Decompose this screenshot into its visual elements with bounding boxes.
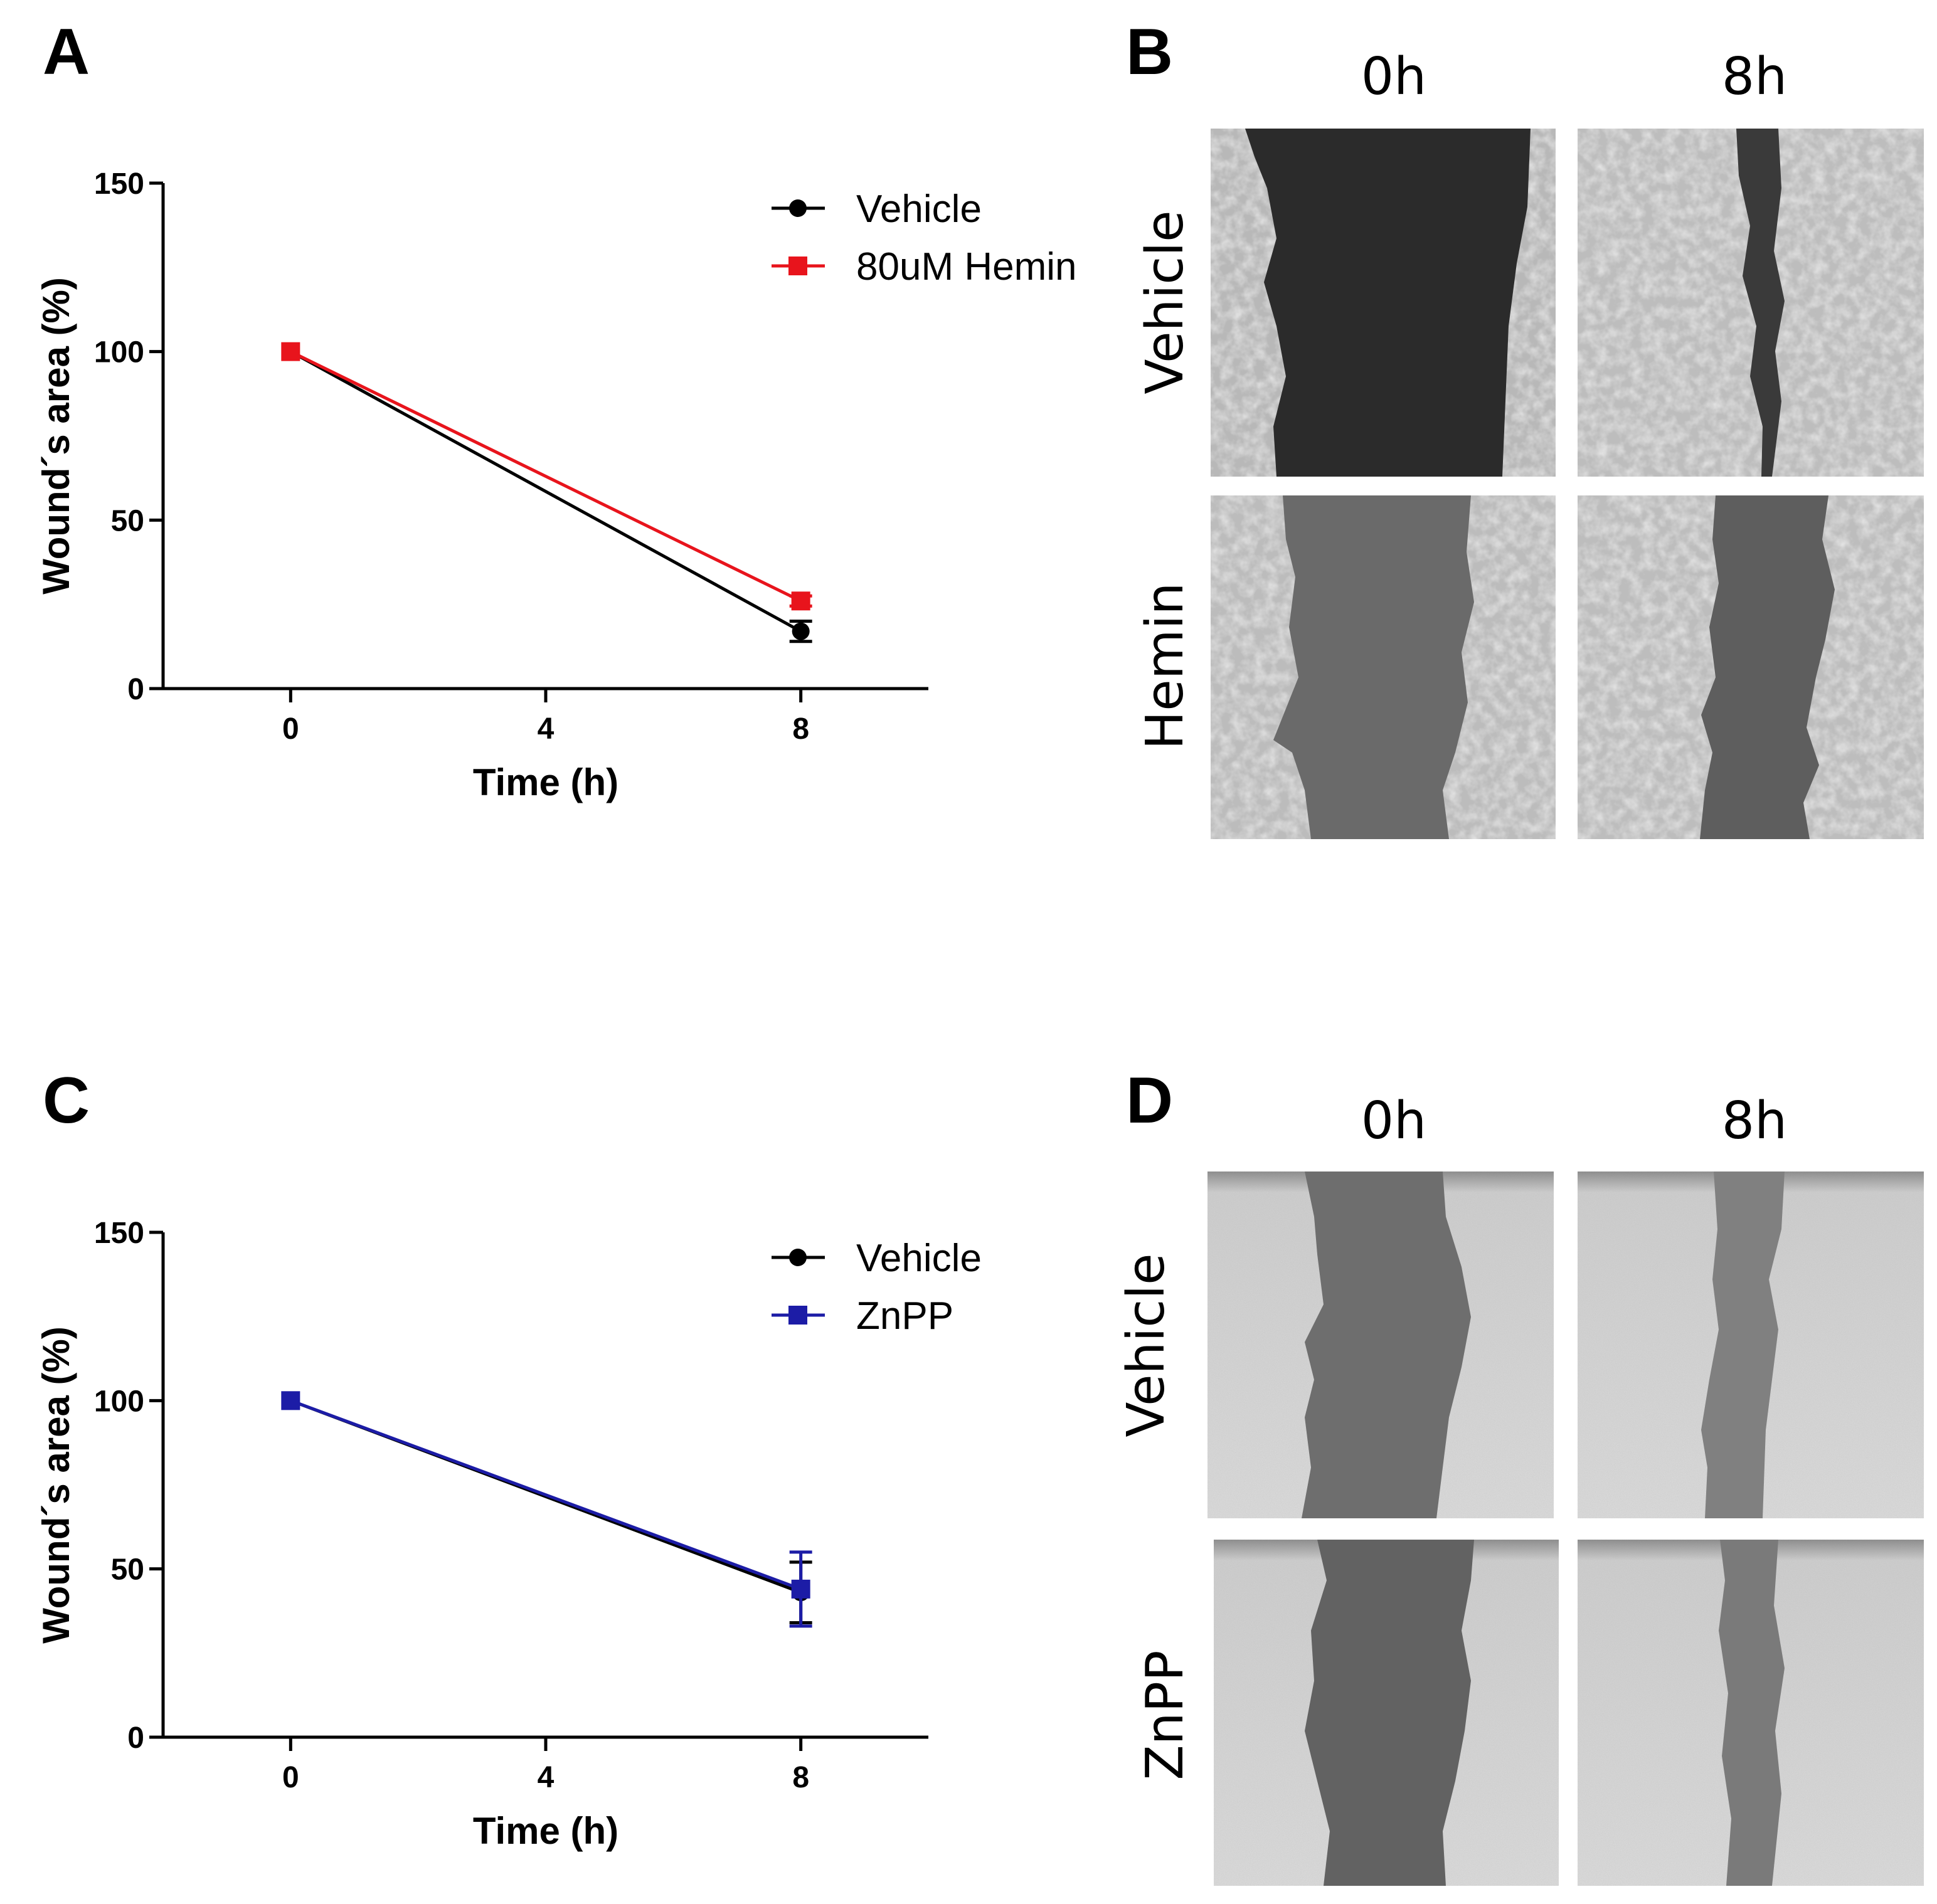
chart-c-x-axis-label: Time (h) <box>473 1810 618 1852</box>
panel-d-col-label-8h: 8h <box>1722 1091 1787 1151</box>
panel-d-image-vehicle-8h <box>1578 1171 1924 1518</box>
chart-c-x-tick-label: 8 <box>792 1761 809 1794</box>
panel-b-image-hemin-0h <box>1211 495 1556 839</box>
chart-a-y-tick-label: 50 <box>111 504 144 537</box>
chart-a-series-80um-hemin-legend-label: 80uM Hemin <box>856 245 1076 288</box>
panel-b-col-label-8h: 8h <box>1722 47 1787 107</box>
chart-c-series-znpp-point <box>281 1391 300 1410</box>
panel-d-image-vehicle-0h <box>1207 1171 1554 1518</box>
panel-b-col-label-0h: 0h <box>1361 47 1426 107</box>
chart-c-y-tick-label: 100 <box>94 1385 144 1418</box>
chart-a-series-vehicle-point <box>792 622 810 640</box>
panel-label-c: C <box>43 1064 90 1137</box>
chart-c-y-tick-label: 150 <box>94 1217 144 1250</box>
chart-a-series-80um-hemin-point <box>791 591 810 611</box>
chart-a-y-tick-label: 150 <box>94 167 144 201</box>
chart-a-y-tick-label: 100 <box>94 336 144 369</box>
panel-d-image-znpp-8h <box>1578 1540 1924 1886</box>
chart-c-series-znpp-legend-label: ZnPP <box>856 1294 953 1338</box>
chart-c-x-tick-label: 4 <box>538 1761 555 1794</box>
panel-d-image-znpp-0h <box>1214 1540 1559 1886</box>
chart-c: 0 50 100 150 0 4 8 Time (h) Wound´s area (%) Vehi… <box>35 1217 982 1852</box>
chart-a-series-80um-hemin-point <box>281 342 300 361</box>
chart-a-series-vehicle-legend-marker <box>789 199 807 217</box>
chart-a: 0 50 100 150 0 4 8 Time (h) Wound´s area (%) Vehi… <box>35 167 1076 803</box>
chart-a-series-vehicle-legend-label: Vehicle <box>856 188 982 231</box>
chart-a-y-axis-label: Wound´s area (%) <box>35 277 77 595</box>
chart-c-y-tick-label: 50 <box>111 1553 144 1587</box>
panel-label-d: D <box>1126 1064 1173 1137</box>
chart-a-series-80um-hemin-legend-marker <box>788 257 807 275</box>
chart-c-y-axis-label: Wound´s area (%) <box>35 1326 77 1644</box>
panel-label-a: A <box>43 16 90 88</box>
panel-b-row-label-vehicle: Vehicle <box>1135 210 1195 394</box>
chart-a-x-axis-label: Time (h) <box>473 761 618 803</box>
chart-c-series-vehicle-legend-marker <box>789 1249 807 1266</box>
chart-c-series-znpp-legend-marker <box>788 1306 807 1325</box>
chart-a-x-tick-label: 8 <box>792 712 809 746</box>
panel-b-image-vehicle-0h <box>1211 129 1556 477</box>
panel-b-image-hemin-8h <box>1578 495 1924 839</box>
chart-a-series-80um-hemin-line <box>290 350 802 603</box>
chart-a-series-vehicle-line <box>290 350 802 633</box>
panel-d-row-label-vehicle: Vehicle <box>1117 1253 1176 1437</box>
chart-a-y-tick-label: 0 <box>127 673 144 706</box>
panel-b-row-label-hemin: Hemin <box>1135 583 1195 750</box>
chart-c-y-tick-label: 0 <box>127 1722 144 1755</box>
panel-label-b: B <box>1126 16 1173 88</box>
chart-c-series-znpp-point <box>791 1579 810 1599</box>
chart-a-x-tick-label: 4 <box>538 712 555 746</box>
chart-c-series-znpp-line <box>290 1399 802 1591</box>
panel-d-row-label-znpp: ZnPP <box>1135 1650 1195 1780</box>
chart-c-series-vehicle-legend-label: Vehicle <box>856 1237 982 1280</box>
panel-d-col-label-0h: 0h <box>1361 1091 1426 1151</box>
chart-a-x-tick-label: 0 <box>282 712 299 746</box>
panel-b-image-vehicle-8h <box>1578 129 1924 477</box>
chart-c-x-tick-label: 0 <box>282 1761 299 1794</box>
